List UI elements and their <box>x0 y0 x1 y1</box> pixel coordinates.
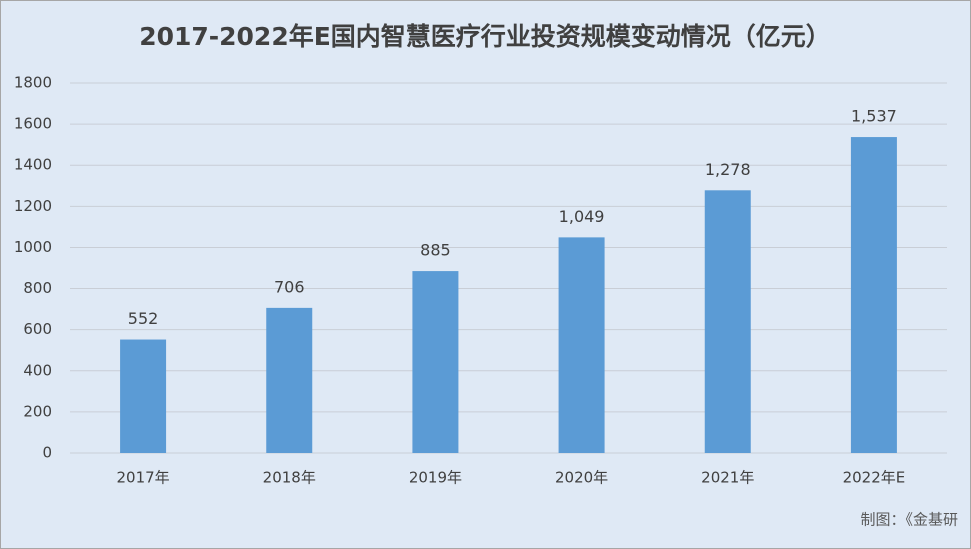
x-tick-label: 2019年 <box>409 469 462 487</box>
y-tick-label: 400 <box>23 361 52 379</box>
value-label: 552 <box>128 309 159 328</box>
y-tick-label: 0 <box>42 444 52 462</box>
y-tick-label: 1800 <box>14 74 52 92</box>
bar <box>266 307 313 453</box>
value-label: 885 <box>420 241 451 260</box>
x-tick-label: 2021年 <box>701 469 754 487</box>
y-tick-label: 1000 <box>14 238 52 256</box>
y-tick-label: 800 <box>23 279 52 297</box>
source-note: 制图：《金基研 <box>860 511 958 529</box>
bar <box>412 271 459 453</box>
y-tick-label: 600 <box>23 320 52 338</box>
bar <box>850 137 897 454</box>
chart-title: 2017-2022年E国内智慧医疗行业投资规模变动情况（亿元） <box>139 22 831 51</box>
bar <box>558 237 605 453</box>
y-tick-label: 1400 <box>14 156 52 174</box>
y-tick-label: 1200 <box>14 197 52 215</box>
value-label: 1,278 <box>705 160 751 179</box>
x-tick-label: 2018年 <box>263 469 316 487</box>
x-tick-label: 2020年 <box>555 469 608 487</box>
y-tick-label: 1600 <box>14 115 52 133</box>
bar <box>704 190 751 454</box>
bar <box>120 339 167 453</box>
value-label: 1,537 <box>851 107 897 126</box>
y-tick-label: 200 <box>23 402 52 420</box>
x-tick-label: 2022年E <box>843 469 906 487</box>
value-label: 706 <box>274 277 305 296</box>
x-tick-label: 2017年 <box>116 469 169 487</box>
value-label: 1,049 <box>559 207 605 226</box>
